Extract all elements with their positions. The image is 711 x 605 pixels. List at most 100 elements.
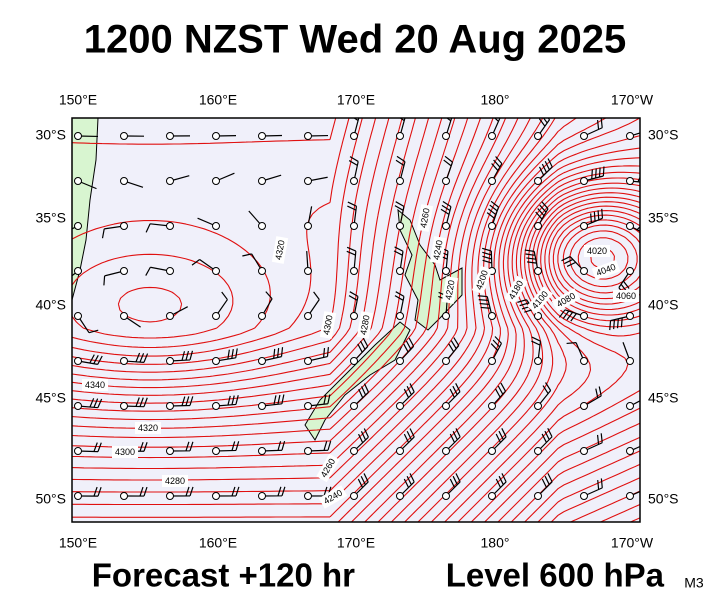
forecast-label: Forecast +120 hr bbox=[92, 557, 355, 594]
station bbox=[351, 268, 358, 275]
station bbox=[75, 178, 82, 185]
station bbox=[259, 223, 266, 230]
station bbox=[351, 178, 358, 185]
station bbox=[535, 133, 542, 140]
station bbox=[397, 268, 404, 275]
contour-label-text: 4340 bbox=[85, 380, 105, 390]
longitude-label: 170°E bbox=[337, 92, 375, 108]
station bbox=[167, 448, 174, 455]
station bbox=[351, 493, 358, 500]
station bbox=[489, 358, 496, 365]
station bbox=[535, 223, 542, 230]
station bbox=[75, 493, 82, 500]
latitude-label: 40°S bbox=[648, 297, 679, 313]
longitude-label: 160°E bbox=[199, 92, 237, 108]
station bbox=[259, 403, 266, 410]
station bbox=[75, 403, 82, 410]
station bbox=[351, 223, 358, 230]
station bbox=[259, 358, 266, 365]
longitude-label: 160°E bbox=[199, 535, 237, 551]
station bbox=[535, 493, 542, 500]
station bbox=[443, 133, 450, 140]
station bbox=[75, 358, 82, 365]
station bbox=[351, 403, 358, 410]
station bbox=[305, 133, 312, 140]
station bbox=[397, 448, 404, 455]
station bbox=[489, 493, 496, 500]
station bbox=[351, 313, 358, 320]
station bbox=[397, 313, 404, 320]
station bbox=[121, 403, 128, 410]
station bbox=[305, 178, 312, 185]
station bbox=[581, 493, 588, 500]
station bbox=[167, 178, 174, 185]
station bbox=[259, 133, 266, 140]
station bbox=[627, 133, 634, 140]
station bbox=[489, 133, 496, 140]
station bbox=[75, 133, 82, 140]
station bbox=[305, 223, 312, 230]
station bbox=[75, 223, 82, 230]
station bbox=[581, 313, 588, 320]
station bbox=[213, 493, 220, 500]
station bbox=[259, 493, 266, 500]
station bbox=[121, 313, 128, 320]
station bbox=[535, 313, 542, 320]
station bbox=[489, 223, 496, 230]
station bbox=[627, 223, 634, 230]
station bbox=[581, 133, 588, 140]
station bbox=[121, 268, 128, 275]
contour-label: 4280 bbox=[162, 475, 188, 487]
station bbox=[581, 358, 588, 365]
station bbox=[75, 268, 82, 275]
station bbox=[443, 223, 450, 230]
station bbox=[167, 133, 174, 140]
station bbox=[627, 268, 634, 275]
station bbox=[121, 223, 128, 230]
station bbox=[213, 313, 220, 320]
station bbox=[75, 313, 82, 320]
longitude-label: 170°W bbox=[611, 92, 654, 108]
contour-label-text: 4060 bbox=[616, 291, 636, 301]
latitude-label: 50°S bbox=[35, 491, 66, 507]
latitude-label: 30°S bbox=[648, 127, 679, 143]
station bbox=[581, 268, 588, 275]
station bbox=[627, 403, 634, 410]
station bbox=[167, 313, 174, 320]
station bbox=[167, 493, 174, 500]
station bbox=[213, 178, 220, 185]
longitude-label: 170°W bbox=[611, 535, 654, 551]
station bbox=[305, 493, 312, 500]
station bbox=[121, 358, 128, 365]
station bbox=[305, 313, 312, 320]
level-label: Level 600 hPa bbox=[446, 557, 665, 594]
station bbox=[443, 493, 450, 500]
station bbox=[627, 178, 634, 185]
contour-label: 4340 bbox=[82, 379, 108, 391]
latitude-label: 45°S bbox=[35, 390, 66, 406]
station bbox=[627, 313, 634, 320]
latitude-label: 35°S bbox=[648, 210, 679, 226]
station bbox=[627, 358, 634, 365]
station bbox=[167, 223, 174, 230]
station bbox=[305, 358, 312, 365]
longitude-label: 150°E bbox=[59, 92, 97, 108]
station bbox=[121, 493, 128, 500]
longitude-label: 180° bbox=[481, 535, 510, 551]
contour-label-text: 4020 bbox=[587, 246, 607, 256]
station bbox=[351, 133, 358, 140]
station bbox=[213, 358, 220, 365]
station bbox=[213, 403, 220, 410]
station bbox=[259, 178, 266, 185]
station bbox=[167, 268, 174, 275]
longitude-label: 150°E bbox=[59, 535, 97, 551]
station bbox=[489, 448, 496, 455]
station bbox=[535, 448, 542, 455]
contour-label: 4020 bbox=[584, 245, 610, 257]
station bbox=[535, 178, 542, 185]
latitude-label: 40°S bbox=[35, 297, 66, 313]
station bbox=[351, 358, 358, 365]
station bbox=[305, 448, 312, 455]
station bbox=[443, 178, 450, 185]
station bbox=[121, 133, 128, 140]
